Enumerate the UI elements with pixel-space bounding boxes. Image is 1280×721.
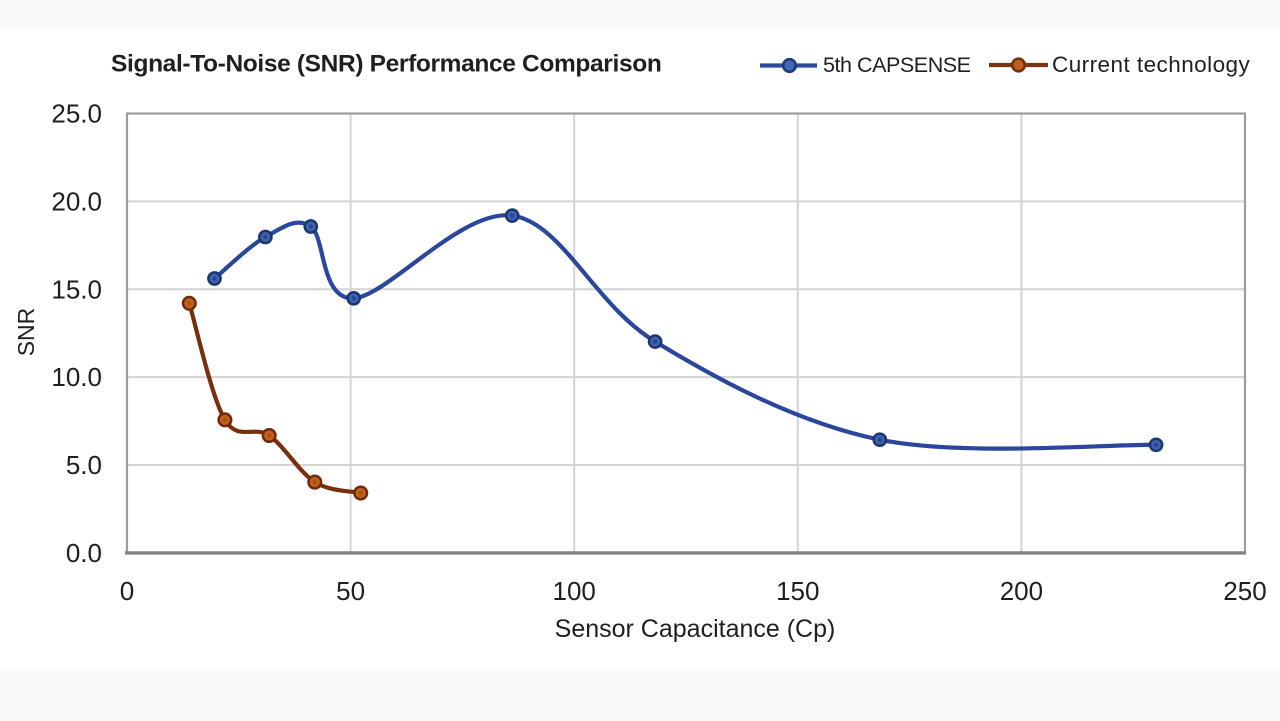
svg-text:20.0: 20.0: [51, 186, 102, 216]
svg-text:5th CAPSENSE: 5th CAPSENSE: [823, 53, 971, 77]
svg-text:250: 250: [1223, 576, 1266, 606]
svg-text:0.0: 0.0: [66, 538, 102, 568]
svg-text:15.0: 15.0: [51, 274, 102, 304]
svg-text:25.0: 25.0: [51, 99, 102, 129]
svg-text:SNR: SNR: [13, 308, 39, 357]
svg-text:Current technology: Current technology: [1052, 52, 1251, 77]
svg-text:200: 200: [1000, 576, 1043, 606]
svg-text:Sensor Capacitance (Cp): Sensor Capacitance (Cp): [555, 615, 836, 643]
svg-text:100: 100: [553, 576, 596, 606]
svg-text:0: 0: [120, 576, 134, 606]
svg-text:Signal-To-Noise (SNR) Performa: Signal-To-Noise (SNR) Performance Compar…: [111, 51, 661, 78]
svg-text:10.0: 10.0: [51, 362, 102, 392]
svg-text:5.0: 5.0: [66, 450, 102, 480]
svg-text:50: 50: [336, 576, 365, 606]
svg-text:150: 150: [776, 576, 819, 606]
